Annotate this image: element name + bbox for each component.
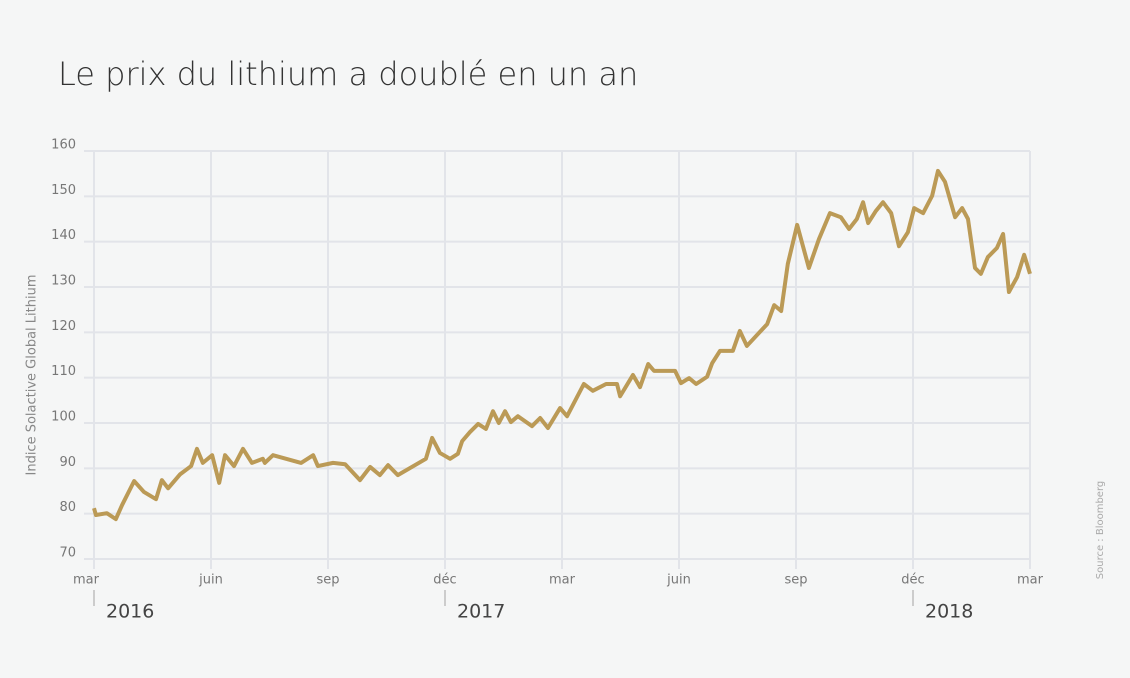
x-tick-label: mar	[1017, 573, 1044, 588]
x-tick-label: juin	[666, 573, 691, 588]
y-tick-label: 130	[51, 274, 76, 289]
x-tick-label: sep	[316, 573, 339, 588]
y-tick-label: 120	[51, 319, 76, 334]
y-axis-label: Indice Solactive Global Lithium	[25, 275, 40, 476]
year-label: 2016	[106, 601, 154, 623]
y-tick-label: 80	[59, 500, 76, 515]
y-tick-label: 70	[59, 546, 76, 561]
year-label: 2017	[457, 601, 505, 623]
y-tick-label: 90	[59, 455, 76, 470]
x-tick-label: mar	[73, 573, 100, 588]
x-tick-label: sep	[784, 573, 807, 588]
y-tick-label: 160	[51, 138, 76, 153]
y-tick-label: 110	[51, 364, 76, 379]
x-tick-label: déc	[433, 573, 456, 588]
x-tick-label: juin	[198, 573, 223, 588]
source: Source : Bloomberg	[1095, 481, 1106, 579]
x-tick-label: mar	[549, 573, 576, 588]
y-tick-label: 150	[51, 183, 76, 198]
chart-title: Le prix du lithium a doublé en un an	[58, 55, 638, 93]
data-line	[92, 168, 1032, 522]
x-tick-label: déc	[901, 573, 924, 588]
y-tick-label: 140	[51, 228, 76, 243]
y-tick-label: 100	[51, 410, 76, 425]
year-label: 2018	[925, 601, 973, 623]
